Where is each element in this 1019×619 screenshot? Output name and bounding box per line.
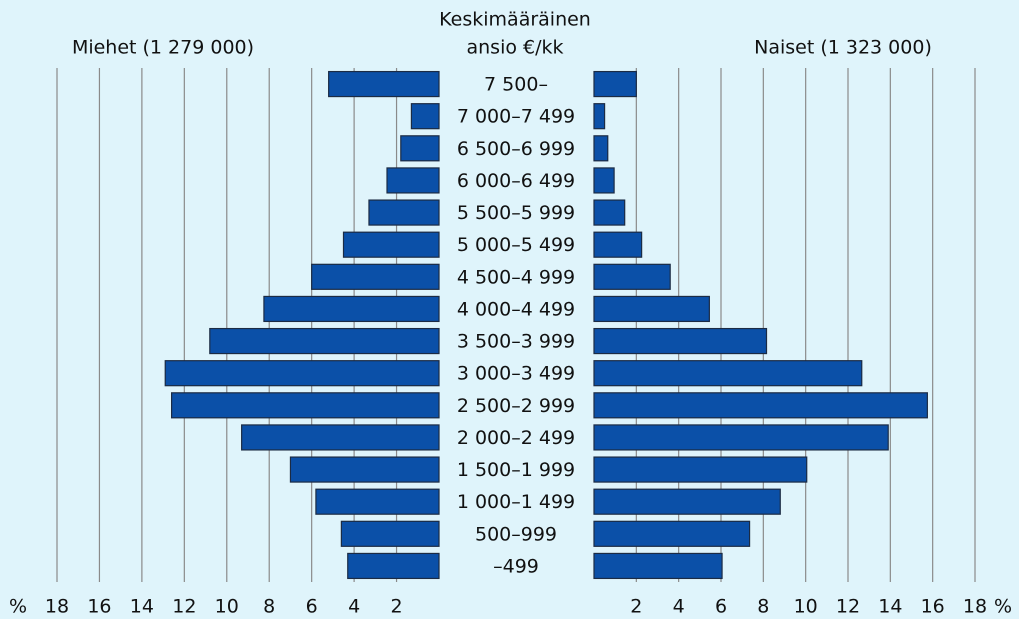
bar (171, 392, 440, 419)
unit-label: % (9, 596, 27, 618)
bar (315, 488, 440, 515)
bar (347, 552, 440, 580)
bar (593, 135, 609, 162)
x-tick-label: 8 (757, 596, 769, 618)
bar (368, 199, 440, 226)
legend-label: Miehet (1 279 000) (72, 37, 254, 59)
category-label: 6 000–6 499 (457, 170, 575, 192)
x-tick-label: 2 (630, 596, 642, 618)
legend-label: Naiset (1 323 000) (754, 37, 932, 59)
bar (593, 456, 808, 483)
category-label: 4 500–4 999 (457, 266, 575, 288)
category-label: 7 500– (484, 74, 548, 96)
x-tick-label: 16 (921, 596, 945, 618)
bar (311, 263, 440, 290)
bar (593, 231, 643, 258)
bar (340, 520, 440, 547)
x-tick-label: 8 (263, 596, 275, 618)
category-label: 7 000–7 499 (457, 106, 575, 128)
chart-title: ansio €/kk (466, 37, 563, 59)
bar (593, 520, 751, 547)
category-label: 1 500–1 999 (457, 459, 575, 481)
x-tick-label: 12 (172, 596, 196, 618)
x-tick-label: 18 (963, 596, 987, 618)
bar (593, 424, 889, 451)
category-label: 2 500–2 999 (457, 395, 575, 417)
category-label: 2 000–2 499 (457, 427, 575, 449)
x-tick-label: 14 (130, 596, 154, 618)
category-label: 5 500–5 999 (457, 202, 575, 224)
bar (593, 488, 781, 515)
bar (593, 263, 671, 290)
bar (328, 70, 440, 98)
x-tick-label: 6 (306, 596, 318, 618)
bar (342, 231, 440, 258)
chart-title: Keskimääräinen (439, 9, 591, 31)
category-label: 500–999 (475, 523, 557, 545)
category-label: –499 (493, 555, 539, 577)
bar (241, 424, 440, 451)
bar (593, 103, 606, 130)
bar (593, 392, 928, 419)
x-tick-label: 16 (87, 596, 111, 618)
unit-label: % (994, 596, 1012, 618)
bar (386, 167, 440, 194)
category-label: 3 500–3 999 (457, 331, 575, 353)
x-tick-label: 12 (836, 596, 860, 618)
bar (164, 360, 440, 387)
bar (593, 327, 768, 355)
bar (593, 70, 637, 98)
bar (400, 135, 440, 162)
bar (263, 295, 440, 323)
x-tick-label: 14 (878, 596, 902, 618)
category-label: 3 000–3 499 (457, 363, 575, 385)
x-tick-label: 2 (391, 596, 403, 618)
bar (593, 199, 626, 226)
category-label: 5 000–5 499 (457, 234, 575, 256)
bar (209, 327, 440, 355)
x-tick-label: 18 (45, 596, 69, 618)
bar (593, 552, 723, 580)
category-label: 6 500–6 999 (457, 138, 575, 160)
bar (593, 360, 863, 387)
bar (593, 167, 615, 194)
x-tick-label: 4 (348, 596, 360, 618)
bar (410, 103, 440, 130)
category-label: 1 000–1 499 (457, 491, 575, 513)
x-tick-label: 4 (673, 596, 685, 618)
x-tick-label: 10 (794, 596, 818, 618)
bar (289, 456, 440, 483)
x-tick-label: 10 (215, 596, 239, 618)
bar (593, 295, 710, 323)
x-tick-label: 6 (715, 596, 727, 618)
category-label: 4 000–4 499 (457, 298, 575, 320)
